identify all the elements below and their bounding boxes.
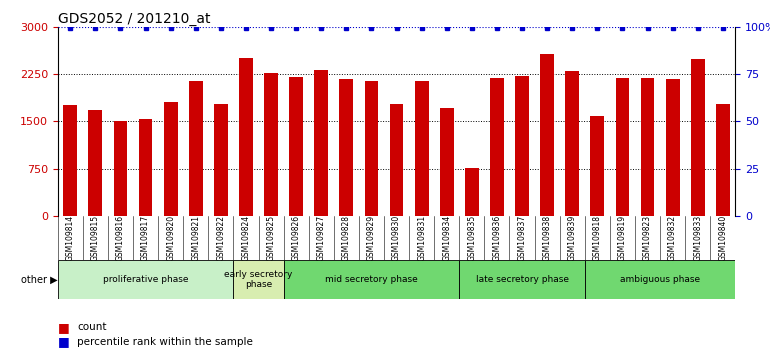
Text: GSM109834: GSM109834 [442, 215, 451, 261]
Text: GSM109830: GSM109830 [392, 215, 401, 261]
Bar [139, 119, 152, 216]
Bar [691, 59, 705, 216]
Bar [89, 110, 102, 216]
Text: GSM109831: GSM109831 [417, 215, 426, 261]
Bar [214, 104, 228, 216]
Text: GSM109818: GSM109818 [593, 215, 602, 261]
Text: ■: ■ [58, 321, 69, 334]
Text: GSM109819: GSM109819 [618, 215, 627, 261]
Text: GSM109832: GSM109832 [668, 215, 677, 261]
Text: GSM109821: GSM109821 [191, 215, 200, 261]
Text: GSM109820: GSM109820 [166, 215, 176, 261]
Bar [641, 78, 654, 216]
Bar [666, 79, 679, 216]
Text: GDS2052 / 201210_at: GDS2052 / 201210_at [58, 12, 210, 27]
Bar [114, 121, 127, 216]
Text: GSM109839: GSM109839 [567, 215, 577, 261]
Text: GSM109817: GSM109817 [141, 215, 150, 261]
Bar [189, 81, 203, 216]
Text: GSM109829: GSM109829 [367, 215, 376, 261]
Text: GSM109815: GSM109815 [91, 215, 100, 261]
Text: GSM109833: GSM109833 [693, 215, 702, 261]
Text: GSM109814: GSM109814 [65, 215, 75, 261]
Text: GSM109816: GSM109816 [116, 215, 125, 261]
Bar [239, 58, 253, 216]
Bar [233, 260, 283, 299]
Text: GSM109828: GSM109828 [342, 215, 351, 261]
Bar [415, 81, 429, 216]
Text: GSM109836: GSM109836 [493, 215, 501, 261]
Text: late secretory phase: late secretory phase [476, 275, 568, 284]
Bar [440, 108, 454, 216]
Text: GSM109822: GSM109822 [216, 215, 226, 261]
Bar [63, 105, 77, 216]
Bar [465, 168, 479, 216]
Text: GSM109825: GSM109825 [266, 215, 276, 261]
Bar [615, 78, 629, 216]
Bar [364, 81, 378, 216]
Text: GSM109840: GSM109840 [718, 215, 728, 261]
Bar [283, 260, 459, 299]
Bar [584, 260, 735, 299]
Text: percentile rank within the sample: percentile rank within the sample [77, 337, 253, 347]
Bar [459, 260, 584, 299]
Text: mid secretory phase: mid secretory phase [325, 275, 418, 284]
Text: count: count [77, 322, 106, 332]
Bar [591, 115, 604, 216]
Text: ambiguous phase: ambiguous phase [620, 275, 700, 284]
Bar [340, 79, 353, 216]
Bar [565, 71, 579, 216]
Bar [290, 77, 303, 216]
Text: GSM109827: GSM109827 [316, 215, 326, 261]
Text: GSM109823: GSM109823 [643, 215, 652, 261]
Bar [58, 260, 233, 299]
Text: GSM109837: GSM109837 [517, 215, 527, 261]
Text: ■: ■ [58, 335, 69, 348]
Bar [515, 76, 529, 216]
Text: proliferative phase: proliferative phase [103, 275, 189, 284]
Text: GSM109826: GSM109826 [292, 215, 300, 261]
Text: GSM109838: GSM109838 [543, 215, 551, 261]
Text: GSM109824: GSM109824 [242, 215, 250, 261]
Text: early secretory
phase: early secretory phase [224, 270, 293, 289]
Bar [716, 104, 730, 216]
Bar [390, 104, 403, 216]
Bar [490, 78, 504, 216]
Bar [164, 102, 178, 216]
Bar [541, 54, 554, 216]
Bar [314, 70, 328, 216]
Bar [264, 73, 278, 216]
Text: GSM109835: GSM109835 [467, 215, 477, 261]
Text: other ▶: other ▶ [21, 275, 58, 285]
